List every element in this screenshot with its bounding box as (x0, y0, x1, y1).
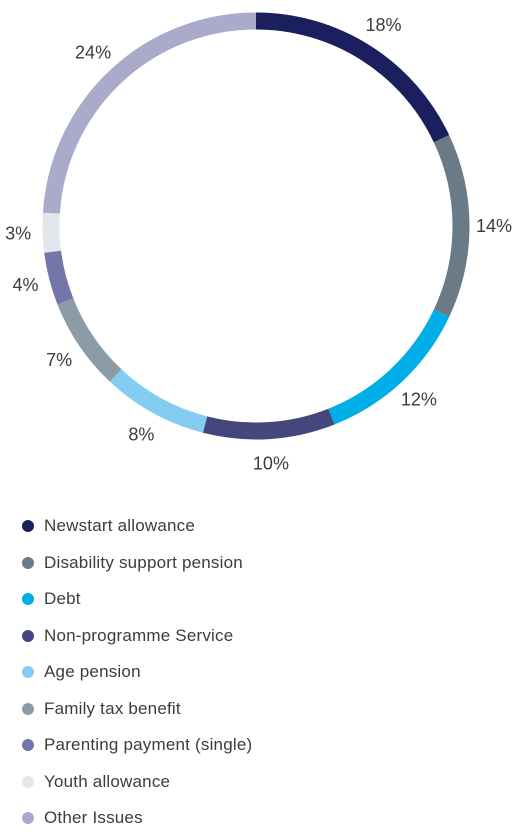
label-other-issues: 24% (75, 43, 111, 63)
legend-item-other-issues: Other Issues (22, 800, 252, 837)
label-age-pension: 8% (128, 425, 154, 445)
legend: Newstart allowance Disability support pen… (22, 508, 252, 837)
legend-swatch (22, 812, 34, 825)
legend-item-newstart-allowance: Newstart allowance (22, 508, 252, 545)
legend-item-non-programme-service: Non-programme Service (22, 618, 252, 655)
legend-item-age-pension: Age pension (22, 654, 252, 691)
legend-swatch (22, 739, 34, 752)
legend-swatch (22, 666, 34, 679)
slice-parenting-payment-single (44, 250, 74, 305)
label-debt: 12% (401, 389, 437, 409)
legend-swatch (22, 593, 34, 606)
legend-swatch (22, 556, 34, 569)
slice-non-programme-service (202, 408, 335, 440)
slice-debt (328, 309, 450, 425)
label-newstart-allowance: 18% (366, 15, 402, 35)
legend-item-family-tax-benefit: Family tax benefit (22, 691, 252, 728)
slice-disability-support-pension (433, 135, 470, 317)
slice-newstart-allowance (255, 12, 450, 143)
slice-other-issues (42, 12, 257, 214)
legend-label: Parenting payment (single) (44, 735, 253, 755)
label-youth-allowance: 3% (5, 223, 31, 243)
legend-label: Other Issues (44, 808, 143, 828)
legend-label: Family tax benefit (44, 698, 181, 718)
label-family-tax-benefit: 7% (46, 350, 72, 370)
legend-swatch (22, 702, 34, 715)
percentage-labels: 18% 14% 12% 10% 8% 7% 4% 3% 24% (5, 15, 512, 473)
legend-label: Disability support pension (44, 552, 243, 572)
legend-item-disability-support-pension: Disability support pension (22, 545, 252, 582)
label-parenting-payment-single: 4% (12, 275, 38, 295)
legend-swatch (22, 520, 34, 533)
legend-label: Non-programme Service (44, 625, 234, 645)
slice-age-pension (109, 369, 208, 433)
legend-label: Youth allowance (44, 771, 171, 791)
label-disability-support-pension: 14% (476, 216, 512, 236)
slice-family-tax-benefit (57, 298, 122, 382)
legend-swatch (22, 775, 34, 788)
legend-label: Newstart allowance (44, 516, 195, 536)
legend-label: Age pension (44, 662, 141, 682)
donut-slices (42, 12, 470, 440)
legend-item-youth-allowance: Youth allowance (22, 764, 252, 801)
legend-label: Debt (44, 589, 81, 609)
slice-youth-allowance (42, 212, 62, 253)
legend-item-parenting-payment-single: Parenting payment (single) (22, 727, 252, 764)
legend-swatch (22, 629, 34, 642)
donut-chart-svg: 18% 14% 12% 10% 8% 7% 4% 3% 24% (5, 12, 512, 474)
legend-item-debt: Debt (22, 581, 252, 618)
donut-chart: 18% 14% 12% 10% 8% 7% 4% 3% 24% (5, 12, 512, 474)
label-non-programme-service: 10% (253, 454, 289, 474)
